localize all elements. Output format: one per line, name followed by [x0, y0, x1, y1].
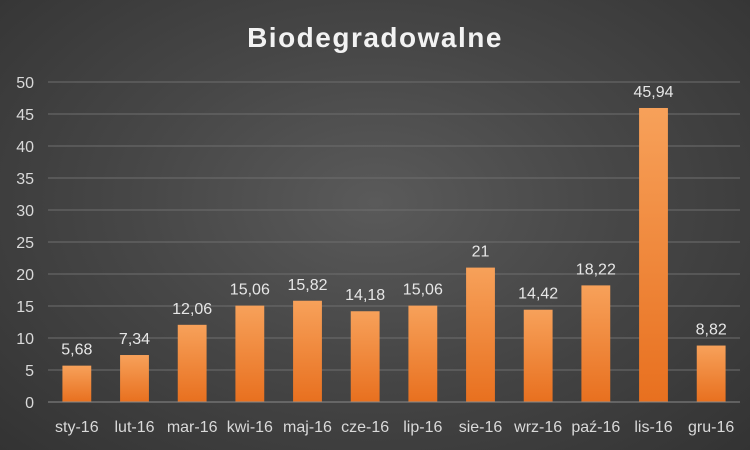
y-axis-ticks: 0 5 10 15 20 25 30 35 40 45 50 [16, 75, 34, 412]
data-label: 14,18 [345, 287, 385, 304]
bar [639, 107, 668, 402]
y-tick-label: 25 [16, 235, 34, 252]
gridlines [48, 81, 740, 371]
data-label: 15,06 [403, 282, 443, 299]
x-tick-label: cze-16 [341, 419, 389, 436]
bar [177, 324, 207, 402]
data-label: 14,42 [518, 286, 558, 303]
data-label: 8,82 [696, 322, 727, 339]
y-tick-label: 0 [25, 395, 34, 412]
x-tick-label: wrz-16 [513, 419, 562, 436]
y-tick-label: 20 [16, 267, 34, 284]
y-tick-label: 5 [25, 363, 34, 380]
data-label: 45,94 [633, 84, 673, 101]
y-tick-label: 10 [16, 331, 34, 348]
x-tick-label: sie-16 [459, 419, 503, 436]
chart-title: Biodegradowalne [247, 22, 503, 53]
x-tick-label: maj-16 [283, 419, 332, 436]
y-tick-label: 15 [16, 299, 34, 316]
data-label: 12,06 [172, 301, 212, 318]
data-label: 18,22 [576, 261, 616, 278]
x-axis-ticks: sty-16 lut-16 mar-16 kwi-16 maj-16 cze-16 lip-… [55, 419, 734, 436]
bar [62, 365, 92, 402]
data-labels: 5,68 7,34 12,06 15,06 15,82 14,18 15,06 21 14,42… [61, 84, 727, 359]
x-tick-label: mar-16 [167, 419, 218, 436]
x-tick-label: lip-16 [403, 419, 442, 436]
bar [523, 309, 553, 402]
x-tick-label: lis-16 [634, 419, 672, 436]
bar [235, 305, 265, 402]
bar [293, 300, 322, 402]
x-tick-label: lut-16 [114, 419, 154, 436]
data-label: 15,82 [287, 277, 327, 294]
x-tick-label: gru-16 [688, 419, 734, 436]
x-tick-label: sty-16 [55, 419, 99, 436]
bar [350, 311, 380, 402]
x-tick-label: kwi-16 [227, 419, 273, 436]
data-label: 21 [472, 244, 490, 261]
bar [466, 267, 495, 402]
bar [581, 285, 611, 402]
bar [408, 305, 438, 402]
data-label: 5,68 [61, 342, 92, 359]
data-label: 15,06 [230, 282, 270, 299]
y-tick-label: 30 [16, 203, 34, 220]
bar [120, 355, 149, 402]
data-label: 7,34 [119, 331, 150, 348]
bars [62, 107, 726, 402]
y-tick-label: 50 [16, 75, 34, 92]
y-tick-label: 45 [16, 107, 34, 124]
y-tick-label: 35 [16, 171, 34, 188]
x-tick-label: paź-16 [571, 419, 620, 436]
bar [696, 345, 726, 402]
y-tick-label: 40 [16, 139, 34, 156]
